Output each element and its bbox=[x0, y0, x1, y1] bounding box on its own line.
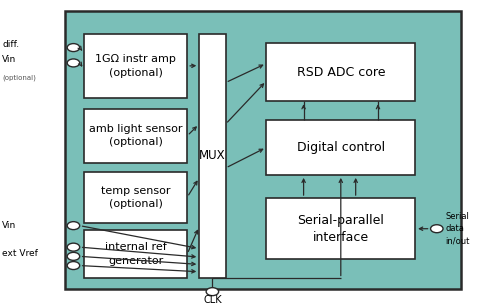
Text: RSD ADC core: RSD ADC core bbox=[297, 66, 385, 79]
Bar bbox=[84, 109, 187, 163]
Circle shape bbox=[67, 222, 80, 230]
Bar bbox=[266, 120, 415, 175]
Text: internal ref
generator: internal ref generator bbox=[105, 243, 167, 266]
Bar bbox=[266, 43, 415, 101]
Text: Serial-parallel
interface: Serial-parallel interface bbox=[298, 214, 384, 244]
Text: amb light sensor
(optional): amb light sensor (optional) bbox=[89, 124, 182, 147]
Bar bbox=[65, 11, 461, 289]
Text: diff.: diff. bbox=[2, 40, 20, 49]
Text: (optional): (optional) bbox=[2, 74, 36, 81]
Bar bbox=[84, 172, 187, 223]
Circle shape bbox=[431, 225, 443, 233]
Circle shape bbox=[67, 44, 80, 52]
Text: data: data bbox=[445, 224, 464, 233]
Circle shape bbox=[206, 288, 219, 296]
Text: Vin: Vin bbox=[2, 221, 17, 230]
Text: MUX: MUX bbox=[199, 149, 226, 162]
Text: CLK: CLK bbox=[203, 295, 222, 305]
Circle shape bbox=[67, 262, 80, 270]
Text: in/out: in/out bbox=[445, 236, 470, 246]
Bar bbox=[199, 34, 226, 278]
Text: 1GΩ instr amp
(optional): 1GΩ instr amp (optional) bbox=[95, 54, 176, 78]
Circle shape bbox=[67, 59, 80, 67]
Circle shape bbox=[67, 252, 80, 260]
Bar bbox=[84, 34, 187, 98]
Text: Serial: Serial bbox=[445, 212, 469, 221]
Text: temp sensor
(optional): temp sensor (optional) bbox=[101, 186, 170, 209]
Bar bbox=[84, 230, 187, 278]
Bar bbox=[266, 198, 415, 259]
Text: Digital control: Digital control bbox=[297, 141, 385, 154]
Text: Vin: Vin bbox=[2, 55, 17, 64]
Circle shape bbox=[67, 243, 80, 251]
Text: ext Vref: ext Vref bbox=[2, 249, 38, 258]
